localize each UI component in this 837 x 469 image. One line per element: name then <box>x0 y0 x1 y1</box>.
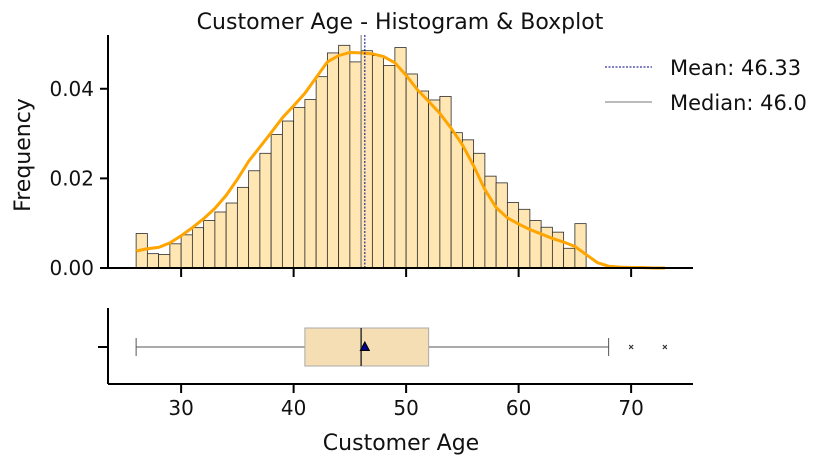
histogram-bar <box>518 208 531 269</box>
histogram-bar <box>191 227 205 269</box>
boxplot-axes: 30 40 50 60 70 <box>98 308 693 420</box>
outlier-point <box>662 344 668 350</box>
histogram-bar <box>304 99 317 269</box>
x-tick-label: 50 <box>393 396 418 420</box>
x-axis-label: Customer Age <box>323 431 479 456</box>
y-tick-label: 0.00 <box>49 256 94 280</box>
histogram-bar <box>326 52 340 269</box>
legend-mean-label: Mean: 46.33 <box>670 56 801 80</box>
histogram-y-ticks: 0.00 0.02 0.04 <box>49 77 108 280</box>
legend-median-label: Median: 46.0 <box>670 91 807 115</box>
histogram-bar <box>506 202 520 269</box>
histogram-bar <box>495 182 508 269</box>
histogram-bar <box>461 139 475 269</box>
histogram-bar <box>394 47 407 269</box>
histogram-bar <box>383 65 396 269</box>
histogram-bar <box>225 202 238 269</box>
boxplot-x-ticks: 30 40 50 60 70 <box>168 384 644 420</box>
y-tick-label: 0.02 <box>49 166 94 190</box>
y-tick-label: 0.04 <box>49 77 94 101</box>
histogram-x-ticks <box>180 268 633 277</box>
histogram-bar <box>371 55 385 269</box>
histogram-bar <box>180 234 193 269</box>
histogram-bar <box>563 247 576 269</box>
x-tick-label: 60 <box>506 396 531 420</box>
y-axis-label: Frequency <box>11 98 36 212</box>
histogram-bars <box>135 44 587 269</box>
x-tick-label: 70 <box>618 396 643 420</box>
histogram-bar <box>360 50 373 269</box>
histogram-bar <box>236 186 250 269</box>
histogram-bar <box>315 76 328 269</box>
histogram-bar <box>529 220 542 269</box>
histogram-bar <box>158 254 171 269</box>
kde-line <box>135 50 665 270</box>
histogram-bar <box>270 134 283 269</box>
box-mean-marker <box>359 340 371 351</box>
histogram-bar <box>169 243 182 269</box>
histogram-bar <box>248 170 261 269</box>
histogram-bar <box>416 90 430 269</box>
histogram-bar <box>405 73 418 269</box>
histogram-bar <box>281 120 295 269</box>
histogram-bar <box>293 107 306 269</box>
box-outliers <box>628 344 668 350</box>
x-tick-label: 30 <box>168 396 193 420</box>
histogram-bar <box>574 223 587 269</box>
histogram-axes: 0.00 0.02 0.04 <box>49 35 693 280</box>
x-tick-label: 40 <box>281 396 306 420</box>
histogram-bar <box>428 99 441 269</box>
histogram-bar <box>349 61 362 269</box>
histogram-bar <box>450 132 463 269</box>
histogram-bar <box>146 253 160 269</box>
histogram-bar <box>259 152 272 269</box>
histogram-bar <box>203 220 216 269</box>
legend: Mean: 46.33 Median: 46.0 <box>605 56 807 115</box>
chart-title: Customer Age - Histogram & Boxplot <box>197 10 604 35</box>
histogram-bar <box>214 211 227 269</box>
outlier-point <box>628 344 634 350</box>
histogram-bar <box>338 44 351 269</box>
